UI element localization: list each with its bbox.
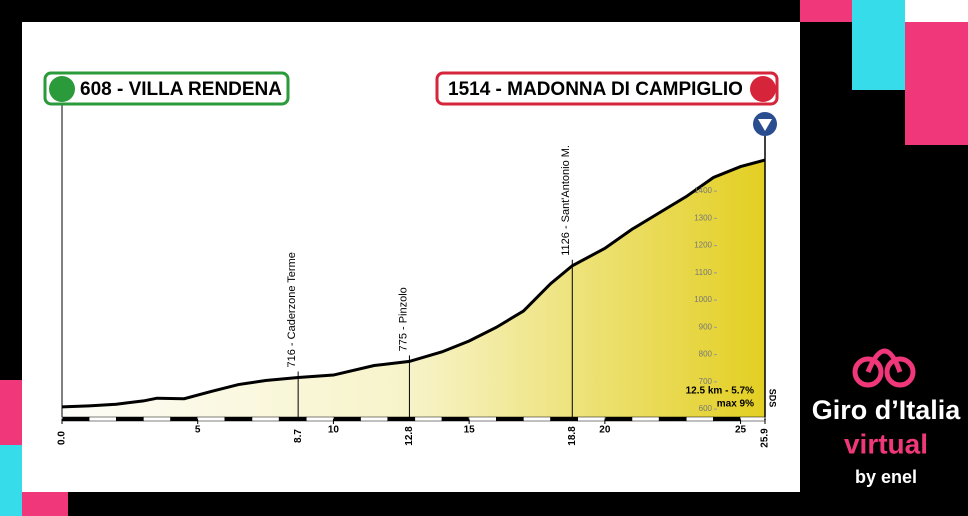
axis-segment [116,416,144,422]
profile-line [61,158,766,409]
y-tick-label: 1000 [694,295,712,304]
x-tick-label: 20 [599,425,611,436]
axis-segment [713,416,741,422]
axis-segment [468,416,497,422]
axis-segment [387,416,416,422]
deco [800,0,852,22]
y-tick-label: 700 [699,377,713,386]
y-tick-label: 1100 [695,268,713,277]
axis-segment [686,416,714,422]
y-tick-label: 1200 [694,241,712,250]
y-tick-label: 600 [699,404,713,413]
plot: 600 700 800 900 1000 1100 1200 1300 1400 0.0 5 10 15… [57,104,771,448]
start-box [43,71,290,106]
axis-segment [740,416,766,422]
axis-segment [604,416,633,422]
logo-name: Giro d’Italia [812,395,962,425]
area-fill [62,160,765,417]
landmark-km: 12.8 [404,426,415,446]
landmark-km: 8.7 [293,429,304,443]
logo-edition: virtual [844,428,928,459]
x-tick-label: 15 [464,425,476,436]
x-tick-label: 0.0 [57,431,68,445]
deco [22,492,68,516]
axis-segment [224,416,253,422]
climb-icon-arrow [758,119,772,131]
logo-icon [852,348,916,388]
axis-segment [170,416,198,422]
axis-segment [306,416,334,422]
finish-icon [750,76,776,102]
deco [0,380,22,445]
x-tick-label: 5 [195,425,201,436]
axis-segment [333,416,361,422]
climb-note: 12.5 km - 5.7% [686,386,754,397]
axis-segment [441,416,470,422]
axis-segment [360,416,388,422]
axis-segment [278,416,307,422]
y-tick-label: 1300 [694,213,712,222]
axis-segment [658,416,687,422]
axis-segment [61,416,90,422]
axis-segment [550,416,578,422]
credit: SDS [768,389,778,408]
finish-label: 1514 - MADONNA DI CAMPIGLIO [448,79,743,100]
axis-segment [496,416,524,422]
axis-segment [577,416,606,422]
finish-box [435,71,779,106]
deco [905,22,968,145]
deco [852,0,905,90]
y-tick-label: 1400 [694,186,712,195]
y-tick-label: 800 [699,350,713,359]
axis-segment [143,416,171,422]
y-tick-label: 900 [699,322,713,331]
x-tick-label: 25 [735,425,747,436]
landmark-km: 18.8 [567,426,578,446]
landmark-label: 1126 - Sant'Antonio M. [560,145,572,256]
landmark-label: 716 - Caderzone Terme [286,252,298,367]
start-label: 608 - VILLA RENDENA [80,79,282,100]
deco [0,445,22,516]
climb-max: max 9% [717,399,754,410]
axis-segment [197,416,226,422]
x-tick-label: 10 [328,425,340,436]
start-icon [49,76,75,102]
x-tick-label: 25.9 [760,428,771,448]
axis-segment [414,416,443,422]
axis-segment [251,416,280,422]
axis-segment [631,416,660,422]
landmark-label: 775 - Pinzolo [397,287,409,351]
deco [905,0,968,22]
logo-sponsor: by enel [855,467,917,487]
axis-segment [523,416,551,422]
axis-segment [88,416,117,422]
